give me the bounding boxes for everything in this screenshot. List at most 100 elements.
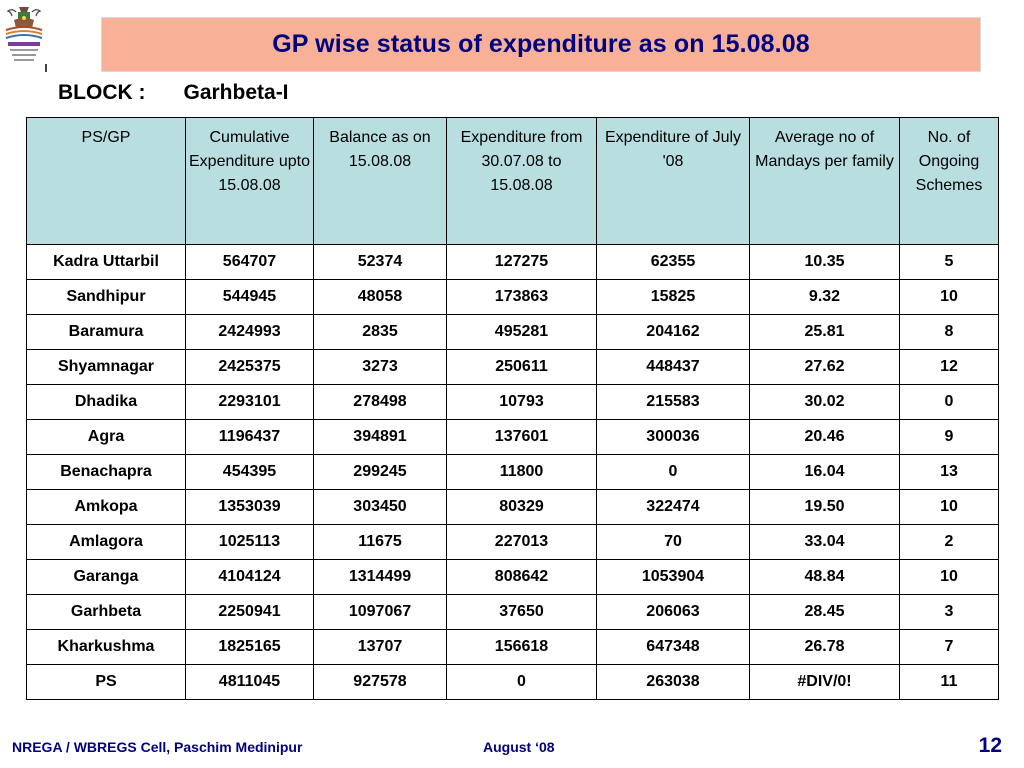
cell-average-mandays: 10.35 bbox=[749, 244, 900, 280]
cell-ps-gp: Shyamnagar bbox=[26, 349, 186, 385]
cell-expenditure-period: 37650 bbox=[446, 594, 597, 630]
cell-ongoing-schemes: 10 bbox=[899, 489, 999, 525]
cell-expenditure-period: 495281 bbox=[446, 314, 597, 350]
header-balance: Balance as on 15.08.08 bbox=[313, 117, 447, 245]
cell-balance: 2835 bbox=[313, 314, 447, 350]
table-row: PS 4811045 927578 0 263038 #DIV/0! 11 bbox=[26, 664, 999, 700]
cell-balance: 299245 bbox=[313, 454, 447, 490]
cell-cumulative-expenditure: 2293101 bbox=[185, 384, 314, 420]
cell-balance: 278498 bbox=[313, 384, 447, 420]
cell-expenditure-july: 70 bbox=[596, 524, 750, 560]
cell-cumulative-expenditure: 4104124 bbox=[185, 559, 314, 595]
cell-balance: 13707 bbox=[313, 629, 447, 665]
page-number: 12 bbox=[978, 734, 1002, 757]
cell-ongoing-schemes: 13 bbox=[899, 454, 999, 490]
cell-expenditure-period: 808642 bbox=[446, 559, 597, 595]
cell-ps-gp: Benachapra bbox=[26, 454, 186, 490]
cell-average-mandays: 9.32 bbox=[749, 279, 900, 315]
table-row: Kharkushma 1825165 13707 156618 647348 26.78 7 bbox=[26, 629, 999, 665]
cell-expenditure-period: 127275 bbox=[446, 244, 597, 280]
cell-expenditure-july: 263038 bbox=[596, 664, 750, 700]
cell-cumulative-expenditure: 1025113 bbox=[185, 524, 314, 560]
cell-ps-gp: Sandhipur bbox=[26, 279, 186, 315]
cell-expenditure-july: 1053904 bbox=[596, 559, 750, 595]
header-expenditure-period: Expenditure from 30.07.08 to 15.08.08 bbox=[446, 117, 597, 245]
cell-ps-gp: Amlagora bbox=[26, 524, 186, 560]
cell-balance: 52374 bbox=[313, 244, 447, 280]
cell-expenditure-period: 227013 bbox=[446, 524, 597, 560]
cell-cumulative-expenditure: 2425375 bbox=[185, 349, 314, 385]
cell-cumulative-expenditure: 2424993 bbox=[185, 314, 314, 350]
cell-average-mandays: 20.46 bbox=[749, 419, 900, 455]
block-value: Garhbeta-I bbox=[183, 81, 289, 104]
cell-balance: 3273 bbox=[313, 349, 447, 385]
table-row: Amkopa 1353039 303450 80329 322474 19.50 10 bbox=[26, 489, 999, 525]
cell-balance: 48058 bbox=[313, 279, 447, 315]
cell-ps-gp: Garhbeta bbox=[26, 594, 186, 630]
title-banner: GP wise status of expenditure as on 15.0… bbox=[101, 17, 981, 72]
cell-ps-gp: Garanga bbox=[26, 559, 186, 595]
cell-expenditure-period: 11800 bbox=[446, 454, 597, 490]
cell-ongoing-schemes: 2 bbox=[899, 524, 999, 560]
cell-average-mandays: 30.02 bbox=[749, 384, 900, 420]
table-row: Kadra Uttarbil 564707 52374 127275 62355 10.3… bbox=[26, 244, 999, 280]
cell-average-mandays: #DIV/0! bbox=[749, 664, 900, 700]
table-body: Kadra Uttarbil 564707 52374 127275 62355 10.3… bbox=[26, 244, 999, 700]
cell-balance: 303450 bbox=[313, 489, 447, 525]
header-ongoing-schemes: No. of Ongoing Schemes bbox=[899, 117, 999, 245]
cell-ongoing-schemes: 5 bbox=[899, 244, 999, 280]
cell-cumulative-expenditure: 1196437 bbox=[185, 419, 314, 455]
cell-ongoing-schemes: 12 bbox=[899, 349, 999, 385]
cell-ongoing-schemes: 8 bbox=[899, 314, 999, 350]
cell-average-mandays: 27.62 bbox=[749, 349, 900, 385]
cell-expenditure-july: 204162 bbox=[596, 314, 750, 350]
cell-expenditure-july: 215583 bbox=[596, 384, 750, 420]
cell-ongoing-schemes: 3 bbox=[899, 594, 999, 630]
cell-average-mandays: 25.81 bbox=[749, 314, 900, 350]
cell-average-mandays: 28.45 bbox=[749, 594, 900, 630]
cell-balance: 1097067 bbox=[313, 594, 447, 630]
header-average-mandays: Average no of Mandays per family bbox=[749, 117, 900, 245]
table-row: Dhadika 2293101 278498 10793 215583 30.02 0 bbox=[26, 384, 999, 420]
cell-ps-gp: Kadra Uttarbil bbox=[26, 244, 186, 280]
cell-cumulative-expenditure: 4811045 bbox=[185, 664, 314, 700]
cell-ongoing-schemes: 7 bbox=[899, 629, 999, 665]
cell-expenditure-july: 448437 bbox=[596, 349, 750, 385]
header-expenditure-july: Expenditure of July '08 bbox=[596, 117, 750, 245]
header-cumulative-expenditure: Cumulative Expenditure upto 15.08.08 bbox=[185, 117, 314, 245]
cell-expenditure-july: 206063 bbox=[596, 594, 750, 630]
cell-average-mandays: 33.04 bbox=[749, 524, 900, 560]
cell-ongoing-schemes: 11 bbox=[899, 664, 999, 700]
cell-balance: 1314499 bbox=[313, 559, 447, 595]
cell-expenditure-july: 300036 bbox=[596, 419, 750, 455]
cell-cumulative-expenditure: 1825165 bbox=[185, 629, 314, 665]
block-label: BLOCK : bbox=[58, 81, 146, 104]
cell-expenditure-period: 250611 bbox=[446, 349, 597, 385]
cell-average-mandays: 48.84 bbox=[749, 559, 900, 595]
cell-ps-gp: Dhadika bbox=[26, 384, 186, 420]
table-row: Baramura 2424993 2835 495281 204162 25.81 8 bbox=[26, 314, 999, 350]
cell-average-mandays: 26.78 bbox=[749, 629, 900, 665]
nrega-emblem-icon bbox=[5, 7, 43, 61]
cell-cumulative-expenditure: 1353039 bbox=[185, 489, 314, 525]
cell-ps-gp: Amkopa bbox=[26, 489, 186, 525]
cell-cumulative-expenditure: 454395 bbox=[185, 454, 314, 490]
footer-organization: NREGA / WBREGS Cell, Paschim Medinipur bbox=[12, 739, 303, 755]
cell-expenditure-period: 156618 bbox=[446, 629, 597, 665]
cell-ongoing-schemes: 9 bbox=[899, 419, 999, 455]
header-ps-gp: PS/GP bbox=[26, 117, 186, 245]
nrega-logo bbox=[2, 4, 46, 70]
cell-average-mandays: 16.04 bbox=[749, 454, 900, 490]
footer-date: August ‘08 bbox=[483, 739, 555, 755]
cell-expenditure-july: 0 bbox=[596, 454, 750, 490]
cell-ps-gp: PS bbox=[26, 664, 186, 700]
cell-average-mandays: 19.50 bbox=[749, 489, 900, 525]
cell-expenditure-july: 322474 bbox=[596, 489, 750, 525]
cell-expenditure-period: 0 bbox=[446, 664, 597, 700]
cell-expenditure-period: 10793 bbox=[446, 384, 597, 420]
cell-cumulative-expenditure: 564707 bbox=[185, 244, 314, 280]
table-row: Amlagora 1025113 11675 227013 70 33.04 2 bbox=[26, 524, 999, 560]
logo-divider bbox=[45, 64, 47, 72]
page-title: GP wise status of expenditure as on 15.0… bbox=[272, 30, 810, 58]
table-row: Garanga 4104124 1314499 808642 1053904 48.84 1… bbox=[26, 559, 999, 595]
